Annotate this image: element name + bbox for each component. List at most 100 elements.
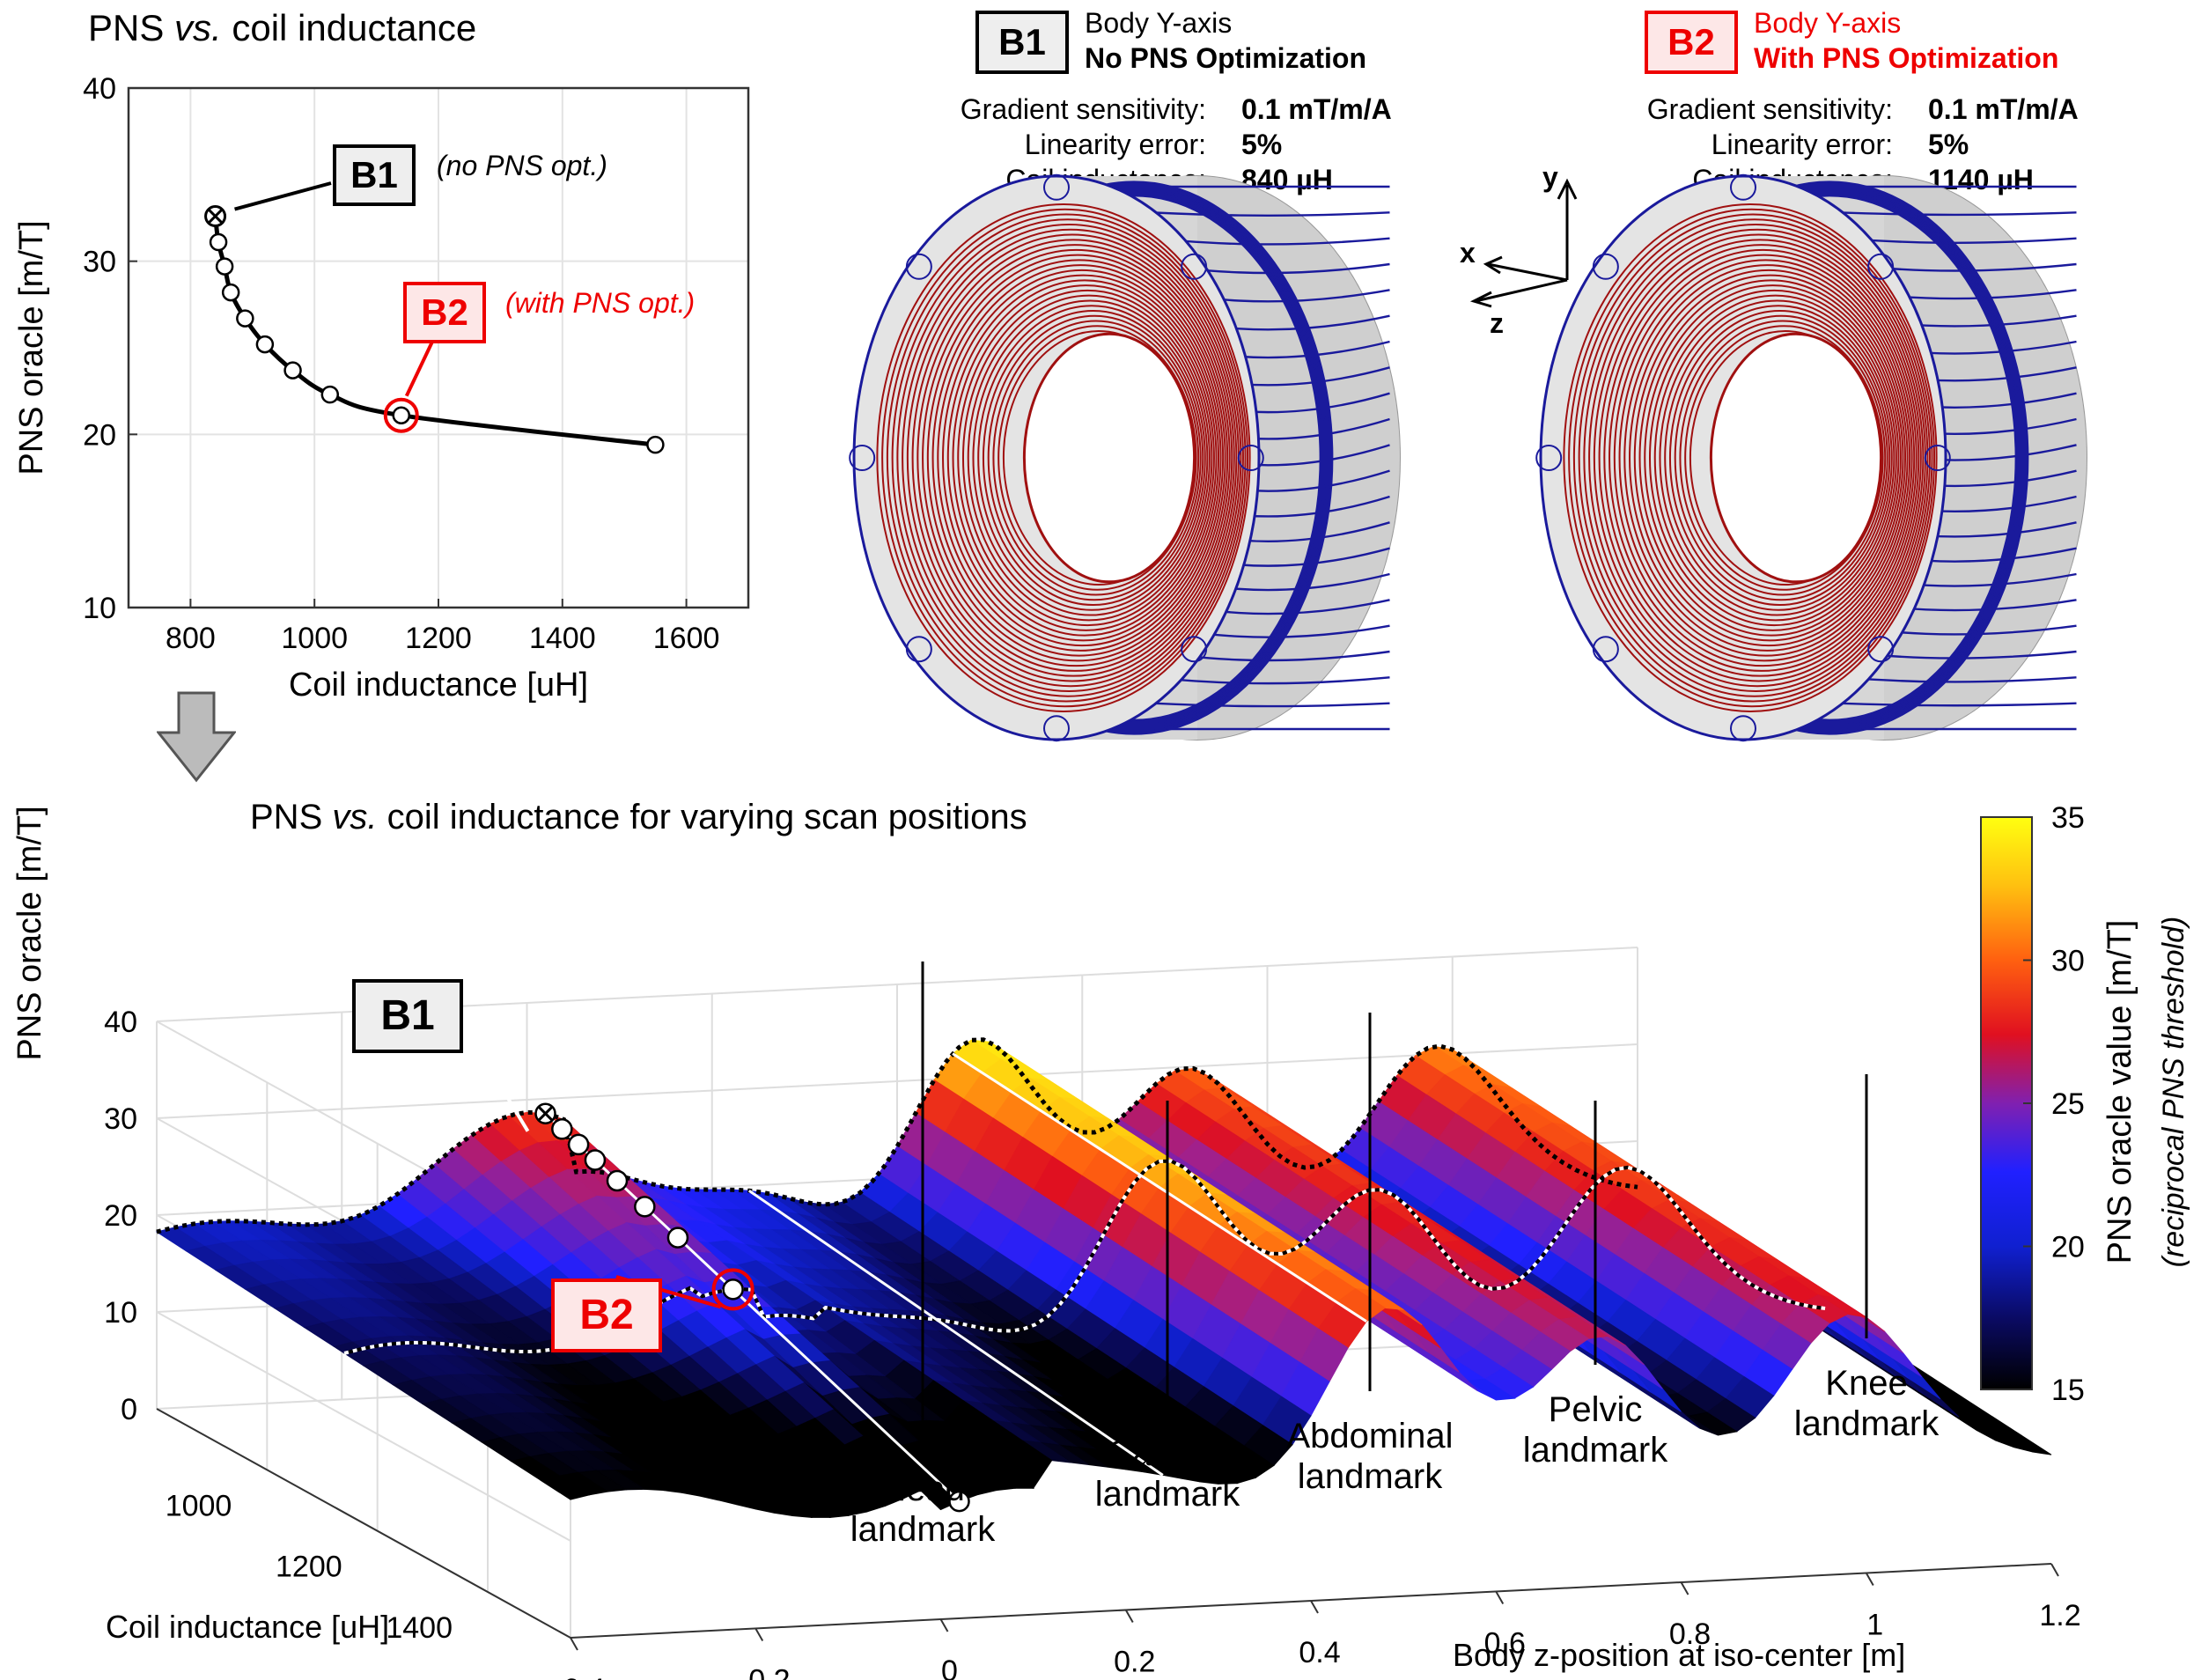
surface-yaxis-line [156, 1408, 571, 1639]
coil-inner-contour [881, 208, 1249, 708]
b2-marker [383, 397, 419, 433]
colorbar-tick-label: 20 [2051, 1231, 2085, 1264]
landmark-label-line2: landmark [1298, 1457, 1444, 1496]
coil-inner-contour [1674, 314, 1888, 601]
landmark-label-line1: Abdominal [1286, 1417, 1453, 1455]
coil-rim-lobe [1535, 445, 1563, 471]
coil-inner-contour [967, 294, 1211, 622]
coil-inner-contour [992, 320, 1200, 596]
coil-rim-lobe [1867, 636, 1895, 663]
b2-tag-top: B2 [403, 282, 486, 343]
surface-xtick [1495, 1591, 1505, 1604]
surface-xtick-label: -0.4 [554, 1673, 606, 1680]
surface-xtick [755, 1628, 764, 1641]
coil-inner-contour [987, 314, 1202, 601]
coil-inner-contour [926, 254, 1229, 662]
colorbar-tick-label: 25 [2051, 1087, 2085, 1121]
coil-rim-lobe [1043, 173, 1070, 201]
surface-chart-title: PNS vs. coil inductance for varying scan… [250, 798, 1027, 836]
coil-inner-contour [916, 244, 1233, 672]
coil-rim-lobe [1043, 715, 1070, 742]
surface-ztick-label: 40 [104, 1006, 137, 1039]
coil-rim-lobe [1867, 253, 1895, 280]
surface-xtick-label: 0.2 [1114, 1646, 1155, 1679]
coil-inner-contour [931, 259, 1226, 657]
surface-track-point [666, 1227, 689, 1249]
coil-inner-contour [896, 224, 1242, 692]
coil-inner-contour [1568, 208, 1936, 708]
coil-rim-lobe [1592, 253, 1619, 280]
coil-inner-contour [911, 239, 1235, 677]
top-data-point [283, 361, 302, 379]
surface-ztick-label: 20 [104, 1199, 137, 1233]
coil-illustrations: y x z [849, 161, 2087, 742]
b1-marker-cross [208, 209, 223, 224]
b1-tag-coil: B1 [975, 11, 1069, 74]
colorbar-tick-label: 30 [2051, 945, 2085, 978]
coil-rim-lobe [1181, 636, 1208, 663]
coil-inner-contour [906, 233, 1238, 682]
surface-ridge-line [952, 1052, 1367, 1323]
coil-inner-contour [1684, 325, 1884, 591]
coil-rim-lobe [1730, 173, 1756, 201]
surface-ztick-label: 0 [121, 1393, 137, 1426]
top-ytick-label: 40 [83, 72, 116, 106]
top-xtick-label: 1400 [529, 622, 596, 655]
coil-rim-lobe [905, 636, 932, 663]
coil-inner-contour [1629, 269, 1909, 647]
colorbar-sublabel: (reciprocal PNS threshold) [2157, 917, 2190, 1268]
coil-rim-lobe [1181, 253, 1208, 280]
surface-ticks: -0.4 -0.2 0 0.2 0.4 0.6 0.8 1 1.2 1000 1200 1400 0 10… [104, 1006, 2080, 1680]
surface-zlabel: PNS oracle [m/T] [11, 806, 48, 1060]
top-xtick-label: 1600 [653, 622, 720, 655]
coil-inner-contour [1638, 279, 1904, 637]
surface-mesh [155, 1039, 2052, 1519]
coil-inner-contour [1644, 284, 1902, 631]
surface-ytick-label: 1200 [276, 1551, 342, 1584]
top-chart-title: PNS vs. coil inductance [88, 7, 477, 48]
coil-inner-contour [1648, 289, 1900, 627]
coil-inner-contour [922, 248, 1231, 667]
coil-rim-lobe [1924, 445, 1951, 471]
coil-rim-lobe [1592, 636, 1619, 663]
coil-b1-illustration [849, 173, 1401, 742]
coil-rim-lobe [905, 253, 932, 280]
top-data-point [236, 309, 254, 328]
surface-xtick [2050, 1563, 2059, 1577]
surface-b1-cross [537, 1105, 554, 1122]
surface-grid-z-side [156, 1311, 571, 1542]
top-ytick-label: 10 [83, 592, 116, 625]
axis-y-label: y [1542, 161, 1558, 193]
surface-xtick [1124, 1610, 1134, 1623]
landmark-label-line2: landmark [1794, 1404, 1940, 1443]
coil-inner-contour [1679, 320, 1887, 596]
coil-inner-contour [1664, 305, 1893, 611]
surface-ztick-label: 30 [104, 1102, 137, 1136]
surface-landmarks: HeadlandmarkCardiaclandmarkAbdominalland… [850, 962, 1940, 1549]
top-chart: 800 1000 1200 1400 1600 10 20 30 40 PNS oracle [… [13, 72, 750, 704]
landmark-label-line2: landmark [1095, 1475, 1241, 1514]
surface-track-point [948, 1490, 970, 1513]
landmark-label-line2: landmark [850, 1510, 997, 1549]
top-data-point [209, 232, 228, 252]
coil-rim-lobe [1237, 445, 1264, 471]
coil-inner-contour [1583, 224, 1929, 692]
landmark-label-line2: landmark [1523, 1431, 1669, 1470]
colorbar-tick-label: 35 [2051, 801, 2085, 835]
top-data-point [255, 335, 275, 354]
axes-glyph-icon [1469, 178, 1578, 308]
top-chart-xlabel: Coil inductance [uH] [289, 667, 588, 704]
surface-xaxis-line [570, 1563, 2052, 1639]
top-xtick-label: 1000 [281, 622, 348, 655]
coil-inner-contour [957, 284, 1215, 631]
coil-inner-contour [997, 325, 1197, 591]
coil-inner-contour [961, 289, 1213, 627]
coil-inner-contour [1593, 233, 1925, 682]
coil-b1-header: Body Y-axis No PNS Optimization [1085, 7, 1366, 74]
top-data-point [646, 435, 665, 454]
surface-xtick [1680, 1581, 1689, 1595]
down-arrow-icon [157, 691, 236, 783]
coil-bore [1709, 332, 1883, 584]
coil-b2-illustration [1535, 173, 2087, 742]
coil-inner-contour [937, 264, 1225, 652]
